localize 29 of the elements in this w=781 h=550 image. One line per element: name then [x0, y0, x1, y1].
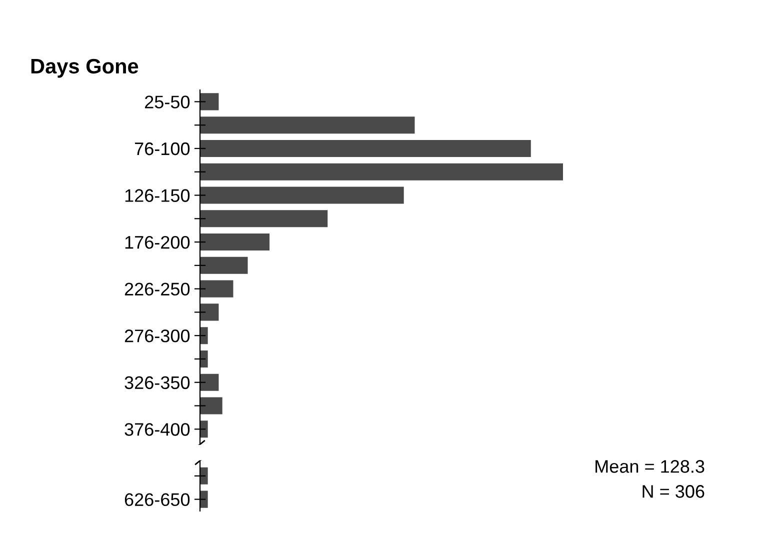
- bar: [200, 280, 234, 298]
- bar: [200, 140, 531, 157]
- bar: [200, 397, 222, 414]
- y-tick-label: 326-350: [124, 376, 190, 390]
- text: Mean = 128.3: [596, 460, 704, 473]
- bar: [200, 467, 208, 484]
- bar: [200, 420, 208, 438]
- y-tick-label: 126-150: [125, 189, 190, 202]
- y-tick-label: 76-100: [134, 142, 190, 156]
- bar: [200, 350, 208, 368]
- y-tick-label: 276-300: [124, 330, 190, 342]
- bar: [200, 93, 219, 110]
- text: N = 306: [642, 485, 704, 498]
- y-tick-label: 626-650: [124, 493, 190, 506]
- bar: [200, 490, 208, 508]
- y-tick-label: 176-200: [125, 236, 190, 249]
- bar: [200, 186, 404, 204]
- bar: [200, 256, 248, 274]
- bar: [200, 374, 219, 391]
- y-tick-label: 25-50: [145, 96, 190, 108]
- bar: [200, 163, 563, 180]
- bar: [200, 327, 208, 344]
- bar: [200, 210, 328, 228]
- bar: [200, 234, 270, 251]
- bar: [200, 304, 219, 321]
- y-tick-label: 376-400: [124, 423, 190, 436]
- y-tick-label: 226-250: [124, 282, 190, 296]
- y-axis-title: Days Gone: [31, 58, 138, 78]
- bar: [200, 116, 415, 134]
